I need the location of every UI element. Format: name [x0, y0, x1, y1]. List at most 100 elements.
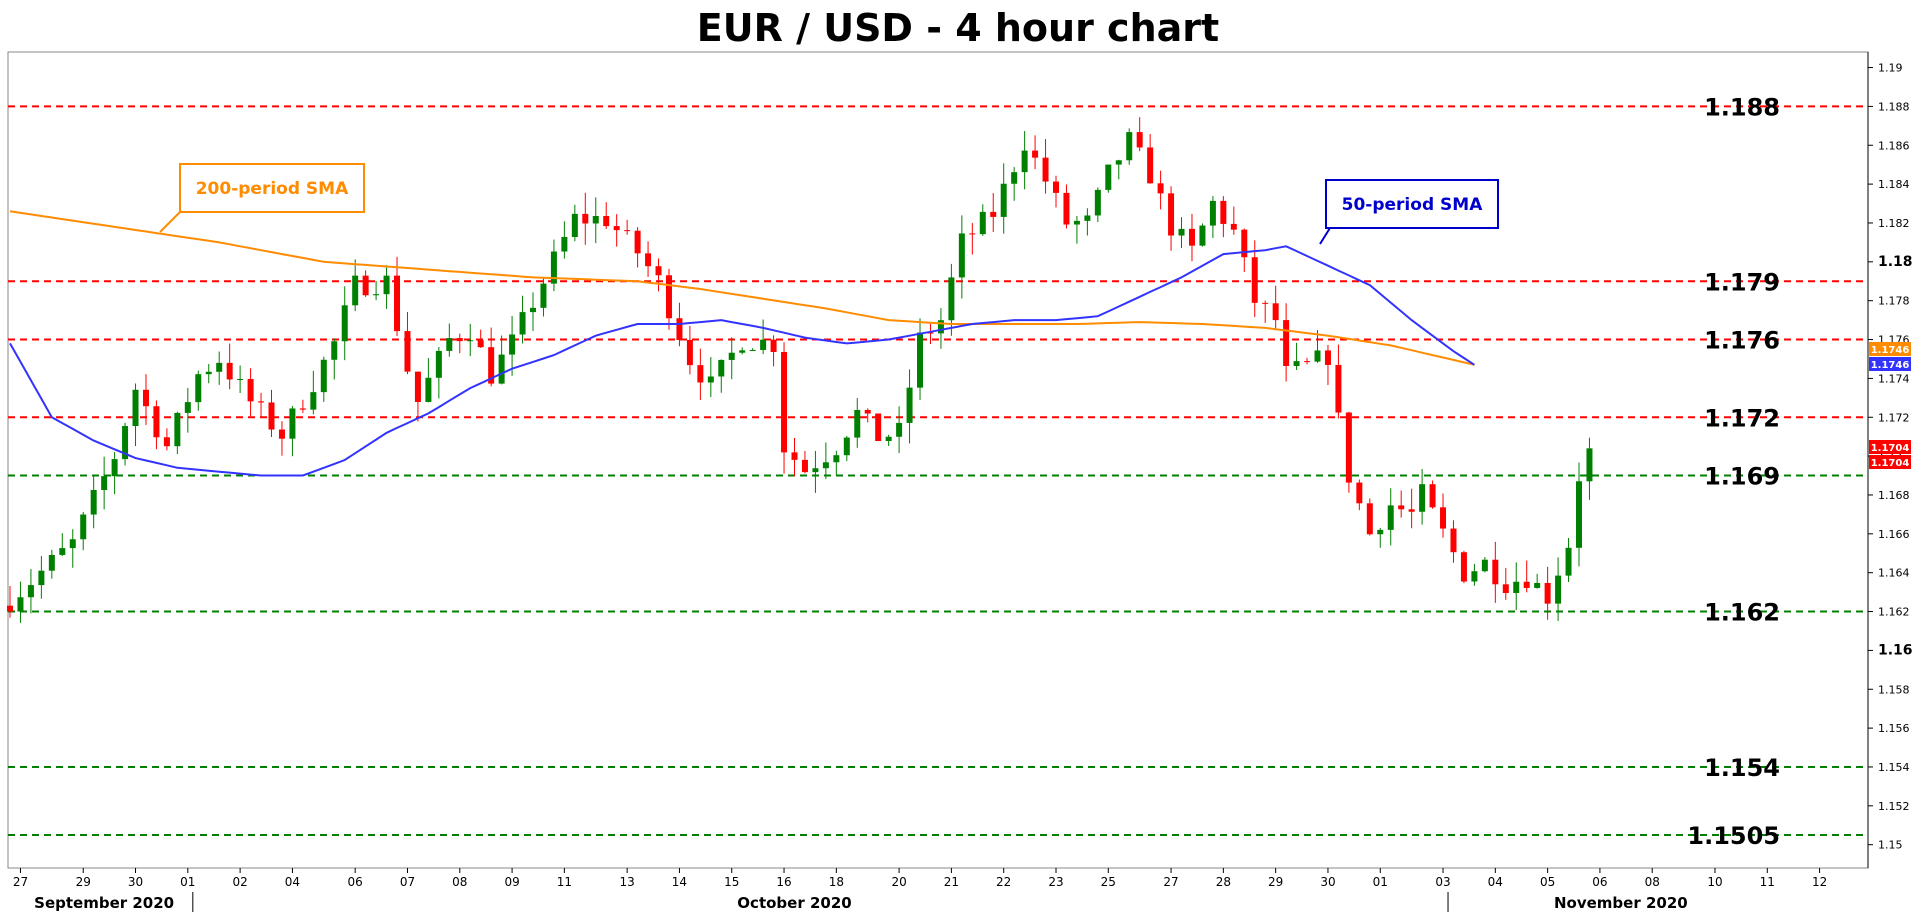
x-tick-label: 02 [232, 875, 247, 889]
candle-body [1168, 193, 1175, 236]
sma50-callout-label: 50-period SMA [1342, 195, 1484, 215]
candle-body [488, 347, 495, 384]
candle-body [624, 230, 631, 232]
candle-body [1178, 228, 1185, 236]
y-tick-label: 1.19 [1878, 62, 1903, 75]
candle-body [362, 275, 369, 296]
candle-body [854, 409, 861, 438]
candle-body [1460, 552, 1467, 582]
x-tick-label: 06 [348, 875, 363, 889]
candle-body [258, 401, 265, 403]
x-tick-label: 23 [1048, 875, 1063, 889]
candle-body [268, 402, 275, 430]
candle-body [592, 215, 599, 224]
candle-body [833, 455, 840, 463]
candle-body [781, 351, 788, 453]
candle-body [1220, 200, 1227, 224]
candle-body [1555, 575, 1562, 604]
candle-body [498, 354, 505, 384]
candle-body [739, 350, 746, 353]
candle-body [1345, 412, 1352, 483]
candle-body [686, 339, 693, 366]
level-label: 1.179 [1704, 268, 1780, 296]
x-tick-label: 03 [1435, 875, 1450, 889]
candle-body [1450, 528, 1457, 553]
candle-body [1272, 303, 1279, 321]
candle-body [948, 277, 955, 321]
candle-body [27, 585, 34, 598]
candle-body [1387, 505, 1394, 530]
candle-body [812, 468, 819, 473]
candle-body [582, 213, 589, 224]
candle-body [373, 294, 380, 296]
sma50-line [9, 245, 1475, 477]
x-tick-label: 30 [1320, 875, 1335, 889]
candle-body [142, 389, 149, 407]
candle-body [770, 339, 777, 352]
candle-body [414, 371, 421, 402]
candle-body [917, 332, 924, 388]
candle-body [1492, 559, 1499, 585]
candle-body [216, 362, 223, 372]
candle-body [404, 331, 411, 372]
candle-body [665, 275, 672, 319]
candle-body [1000, 183, 1007, 217]
candle-body [352, 275, 359, 306]
candle-body [383, 275, 390, 295]
sma200-callout-label: 200-period SMA [196, 179, 349, 199]
candle-body [1429, 484, 1436, 508]
level-label: 1.172 [1704, 404, 1780, 432]
chart-title: EUR / USD - 4 hour chart [696, 6, 1220, 50]
y-tick-label: 1.154 [1878, 761, 1910, 774]
candle-body [1073, 220, 1080, 225]
candle-body [425, 377, 432, 402]
x-tick-label: 08 [452, 875, 467, 889]
candle-body [1053, 181, 1059, 193]
candle-body [937, 320, 944, 334]
candle-body [697, 365, 704, 383]
x-tick-label: 30 [128, 875, 143, 889]
candle-body [1534, 582, 1541, 588]
price-tag-label: 1.1746 [1871, 360, 1910, 371]
y-tick-label: 1.18 [1878, 254, 1913, 270]
x-tick-label: 13 [619, 875, 634, 889]
candle-body [1199, 225, 1206, 246]
x-tick-label: 16 [776, 875, 791, 889]
x-tick-label: 22 [996, 875, 1011, 889]
price-tag [1869, 455, 1911, 469]
candle-body [875, 413, 882, 442]
x-tick-label: 05 [1540, 875, 1555, 889]
candle-body [561, 236, 568, 252]
month-label: November 2020 [1554, 894, 1688, 912]
level-label: 1.176 [1704, 327, 1780, 355]
candle-body [341, 305, 348, 342]
candle-body [1576, 481, 1582, 548]
candle-body [226, 362, 233, 380]
candle-body [1513, 581, 1520, 594]
candle-body [435, 350, 442, 378]
candle-body [519, 312, 526, 335]
price-tag-label: 1.1746 [1871, 345, 1910, 356]
candle-body [174, 412, 181, 447]
candle-body [1251, 257, 1258, 303]
candle-body [1021, 150, 1028, 173]
candle-body [1209, 200, 1216, 226]
candle-body [1398, 505, 1405, 510]
x-tick-label: 01 [1373, 875, 1388, 889]
price-tag [1869, 342, 1911, 356]
candle-body [634, 230, 641, 254]
y-tick-label: 1.164 [1878, 567, 1910, 580]
y-tick-label: 1.174 [1878, 372, 1910, 385]
candle-body [1283, 320, 1290, 366]
candle-body [1011, 172, 1018, 184]
candle-body [446, 338, 453, 351]
candle-body [195, 374, 202, 403]
x-tick-label: 06 [1592, 875, 1607, 889]
candle-body [791, 452, 798, 460]
candle-body [1136, 132, 1143, 148]
x-tick-label: 18 [829, 875, 844, 889]
candle-body [613, 226, 620, 231]
candle-body [1565, 547, 1572, 576]
sma50-callout-pointer [1319, 227, 1331, 245]
